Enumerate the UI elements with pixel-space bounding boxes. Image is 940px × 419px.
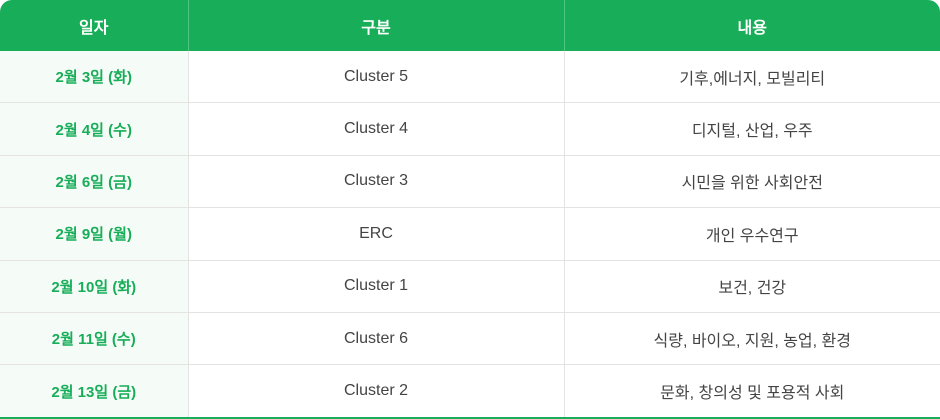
- content-cell: 시민을 위한 사회안전: [563, 154, 940, 208]
- table-row: 2월 3일 (화) Cluster 5 기후,에너지, 모빌리티: [0, 51, 940, 103]
- category-cell: Cluster 6: [187, 311, 564, 365]
- content-cell: 개인 우수연구: [563, 207, 940, 261]
- date-cell: 2월 9일 (월): [0, 207, 188, 261]
- date-cell: 2월 3일 (화): [0, 51, 188, 103]
- table-row: 2월 13일 (금) Cluster 2 문화, 창의성 및 포용적 사회: [0, 364, 940, 418]
- date-cell: 2월 13일 (금): [0, 364, 188, 418]
- table-row: 2월 6일 (금) Cluster 3 시민을 위한 사회안전: [0, 154, 940, 208]
- category-cell: Cluster 4: [187, 102, 564, 156]
- category-cell: Cluster 2: [187, 364, 564, 418]
- table-row: 2월 11일 (수) Cluster 6 식량, 바이오, 지원, 농업, 환경: [0, 311, 940, 365]
- content-cell: 문화, 창의성 및 포용적 사회: [563, 364, 940, 418]
- category-cell: ERC: [187, 207, 564, 261]
- table-row: 2월 10일 (화) Cluster 1 보건, 건강: [0, 259, 940, 313]
- date-cell: 2월 4일 (수): [0, 102, 188, 156]
- category-cell: Cluster 5: [187, 51, 564, 103]
- table-row: 2월 4일 (수) Cluster 4 디지털, 산업, 우주: [0, 102, 940, 156]
- date-cell: 2월 6일 (금): [0, 154, 188, 208]
- content-cell: 식량, 바이오, 지원, 농업, 환경: [563, 311, 940, 365]
- content-cell: 기후,에너지, 모빌리티: [563, 51, 940, 103]
- category-cell: Cluster 1: [187, 259, 564, 313]
- table-row: 2월 9일 (월) ERC 개인 우수연구: [0, 207, 940, 261]
- header-content: 내용: [563, 0, 940, 51]
- header-category: 구분: [187, 0, 564, 51]
- category-cell: Cluster 3: [187, 154, 564, 208]
- table-header-row: 일자 구분 내용: [0, 0, 940, 51]
- date-cell: 2월 11일 (수): [0, 311, 188, 365]
- content-cell: 디지털, 산업, 우주: [563, 102, 940, 156]
- content-cell: 보건, 건강: [563, 259, 940, 313]
- header-date: 일자: [79, 19, 109, 37]
- date-cell: 2월 10일 (화): [0, 259, 188, 313]
